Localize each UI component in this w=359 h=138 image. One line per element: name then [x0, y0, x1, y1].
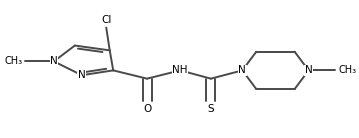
- Text: N: N: [305, 65, 312, 75]
- Text: CH₃: CH₃: [4, 56, 22, 66]
- Text: Cl: Cl: [101, 15, 111, 25]
- Text: CH₃: CH₃: [338, 65, 356, 75]
- Text: NH: NH: [172, 65, 188, 75]
- Text: N: N: [238, 65, 246, 75]
- Text: N: N: [78, 70, 86, 80]
- Text: S: S: [208, 104, 214, 114]
- Text: O: O: [143, 104, 151, 113]
- Text: N: N: [50, 56, 58, 66]
